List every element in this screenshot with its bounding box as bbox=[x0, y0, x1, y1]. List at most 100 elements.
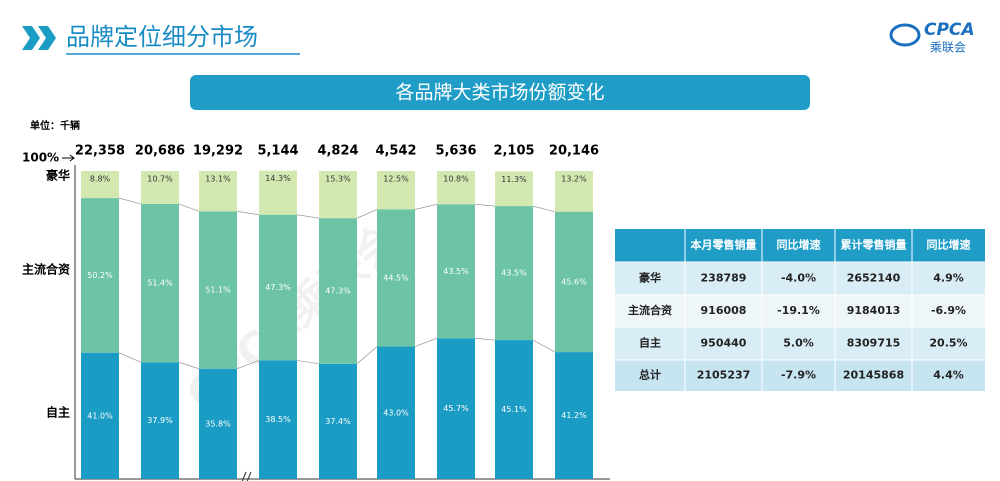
value-label: 43.5% bbox=[443, 267, 469, 276]
connector bbox=[356, 346, 378, 365]
table-cell: 2652140 bbox=[847, 272, 901, 285]
bar-segment bbox=[259, 170, 297, 215]
table-cell: 20145868 bbox=[843, 369, 904, 382]
bar-segment bbox=[555, 171, 593, 212]
page-title: 品牌定位细分市场 bbox=[66, 23, 258, 51]
table-row-bg bbox=[615, 360, 985, 391]
column-header: 同比增速 bbox=[927, 238, 971, 252]
value-label: 51.1% bbox=[205, 286, 231, 295]
bar-segment bbox=[199, 171, 237, 212]
connector bbox=[532, 205, 556, 212]
value-label: 10.8% bbox=[443, 175, 469, 184]
table-cell: 4.9% bbox=[933, 272, 964, 285]
table-cell: -6.9% bbox=[931, 304, 966, 317]
chevron-icon bbox=[22, 26, 56, 50]
bar-segment bbox=[495, 340, 533, 479]
total-label: 4,824 bbox=[317, 144, 358, 159]
series-label: 自主 bbox=[46, 405, 70, 420]
bar-segment bbox=[437, 338, 475, 479]
bar-segment bbox=[81, 171, 119, 199]
bar-segment bbox=[555, 211, 593, 353]
total-label: 20,686 bbox=[135, 144, 185, 159]
connector bbox=[118, 352, 142, 363]
bar-segment bbox=[199, 211, 237, 369]
column-header: 累计零售销量 bbox=[841, 238, 907, 252]
logo-mark bbox=[889, 23, 921, 47]
table-cell: -7.9% bbox=[781, 369, 816, 382]
value-label: 10.7% bbox=[147, 175, 173, 184]
connector bbox=[356, 209, 378, 219]
bar-segment bbox=[81, 198, 119, 353]
table-row-bg bbox=[615, 295, 985, 327]
table-row-bg bbox=[615, 327, 985, 360]
bar-segment bbox=[259, 360, 297, 479]
value-label: 8.8% bbox=[90, 175, 111, 184]
value-label: 15.3% bbox=[325, 175, 351, 184]
table-cell: 950440 bbox=[701, 337, 747, 350]
connector bbox=[236, 360, 260, 370]
bar-segment bbox=[81, 352, 119, 479]
row-header: 主流合资 bbox=[628, 303, 672, 317]
chart-title-bar bbox=[190, 75, 810, 110]
connector bbox=[414, 337, 438, 347]
value-label: 44.5% bbox=[383, 274, 409, 283]
connector bbox=[414, 203, 438, 210]
bar-segment bbox=[495, 206, 533, 341]
bar-segment bbox=[437, 171, 475, 205]
value-label: 41.0% bbox=[87, 411, 113, 420]
bar-segment bbox=[377, 209, 415, 347]
total-label: 2,105 bbox=[493, 144, 534, 159]
bar-segment bbox=[319, 171, 357, 219]
table-cell: 916008 bbox=[701, 304, 747, 317]
series-label: 豪华 bbox=[46, 168, 70, 183]
table-cell: 2105237 bbox=[697, 369, 751, 382]
connector bbox=[118, 197, 142, 205]
axis-break bbox=[241, 471, 252, 481]
table-row-bg bbox=[615, 262, 985, 295]
column-header: 同比增速 bbox=[777, 238, 821, 252]
value-label: 12.5% bbox=[383, 175, 409, 184]
chart: 100% 41.0% 50.2% 8.8% 22,358 37.9% 51.4% 10.7% 2… bbox=[22, 144, 599, 479]
value-label: 43.0% bbox=[383, 408, 409, 417]
value-label: 47.3% bbox=[325, 286, 351, 295]
bar-segment bbox=[259, 214, 297, 361]
connector bbox=[178, 203, 200, 212]
table-cell: 8309715 bbox=[847, 337, 901, 350]
table-cell: 9184013 bbox=[847, 304, 901, 317]
table-cell: 5.0% bbox=[783, 337, 814, 350]
value-label: 51.4% bbox=[147, 279, 173, 288]
connector bbox=[532, 339, 556, 353]
bar-segment bbox=[141, 171, 179, 204]
row-header: 总计 bbox=[639, 368, 661, 382]
table-cell: 238789 bbox=[701, 272, 747, 285]
bar-segment bbox=[141, 362, 179, 479]
value-label: 11.3% bbox=[501, 175, 527, 184]
row-header: 自主 bbox=[639, 336, 661, 350]
value-label: 45.1% bbox=[501, 405, 527, 414]
bar-segment bbox=[319, 363, 357, 479]
table-header-bg bbox=[615, 229, 985, 262]
value-label: 13.2% bbox=[561, 175, 587, 184]
value-label: 35.8% bbox=[205, 419, 231, 428]
value-label: 45.6% bbox=[561, 277, 587, 286]
connector bbox=[474, 203, 496, 207]
value-label: 38.5% bbox=[265, 415, 291, 424]
total-label: 5,144 bbox=[257, 144, 298, 159]
total-label: 4,542 bbox=[375, 144, 416, 159]
connector bbox=[236, 211, 260, 216]
row-header: 豪华 bbox=[639, 271, 661, 285]
bar-segment bbox=[319, 218, 357, 364]
value-label: 45.7% bbox=[443, 404, 469, 413]
bar-segment bbox=[377, 171, 415, 210]
connector bbox=[178, 361, 200, 370]
table-cell: -19.1% bbox=[777, 304, 820, 317]
series-label: 主流合资 bbox=[22, 262, 70, 277]
connector bbox=[296, 214, 320, 219]
table-cell: -4.0% bbox=[781, 272, 816, 285]
total-label: 22,358 bbox=[75, 144, 125, 159]
value-label: 37.9% bbox=[147, 416, 173, 425]
value-label: 47.3% bbox=[265, 283, 291, 292]
bar-segment bbox=[555, 352, 593, 479]
